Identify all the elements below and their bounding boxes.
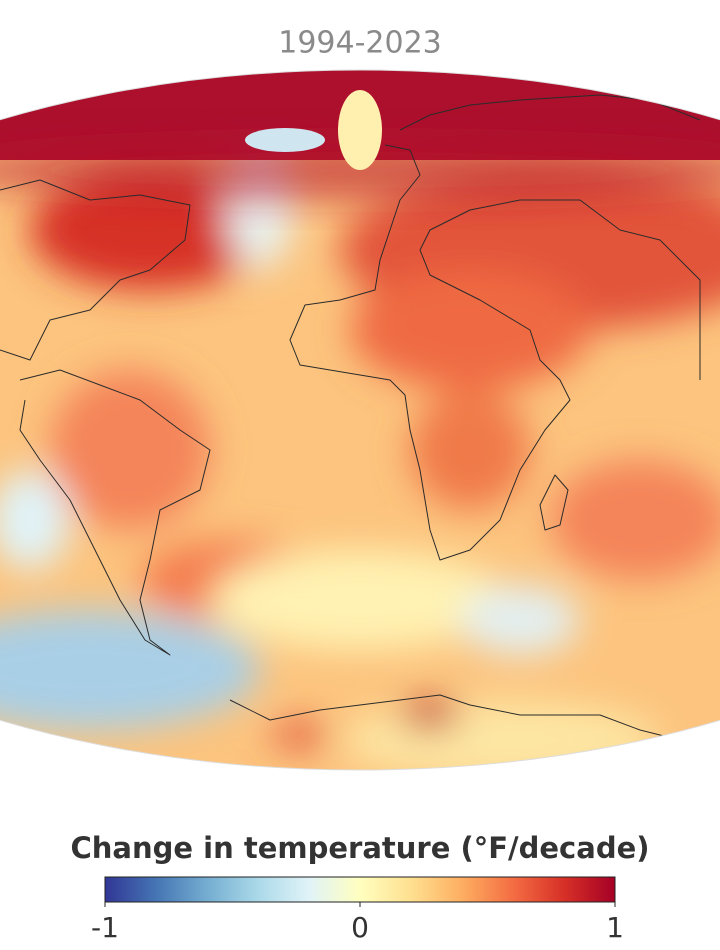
map-title: 1994-2023 xyxy=(278,26,442,61)
temperature-map xyxy=(0,70,720,770)
arctic-cool-patch xyxy=(245,128,325,152)
colorbar xyxy=(104,876,616,903)
arctic-patch xyxy=(338,90,382,170)
colorbar-tick-label: 0 xyxy=(351,911,369,944)
legend-title: Change in temperature (°F/decade) xyxy=(71,831,650,865)
colorbar-tick-label: -1 xyxy=(91,911,119,944)
coast-madagascar xyxy=(539,474,569,531)
globe-outline xyxy=(0,69,720,771)
colorbar-tick-label: 1 xyxy=(606,911,624,944)
coast-eurafrica xyxy=(289,144,701,561)
coast-north-america xyxy=(0,179,191,361)
coast-antarctica xyxy=(229,694,701,746)
coast-south-america xyxy=(19,369,211,656)
coastlines xyxy=(0,94,701,746)
